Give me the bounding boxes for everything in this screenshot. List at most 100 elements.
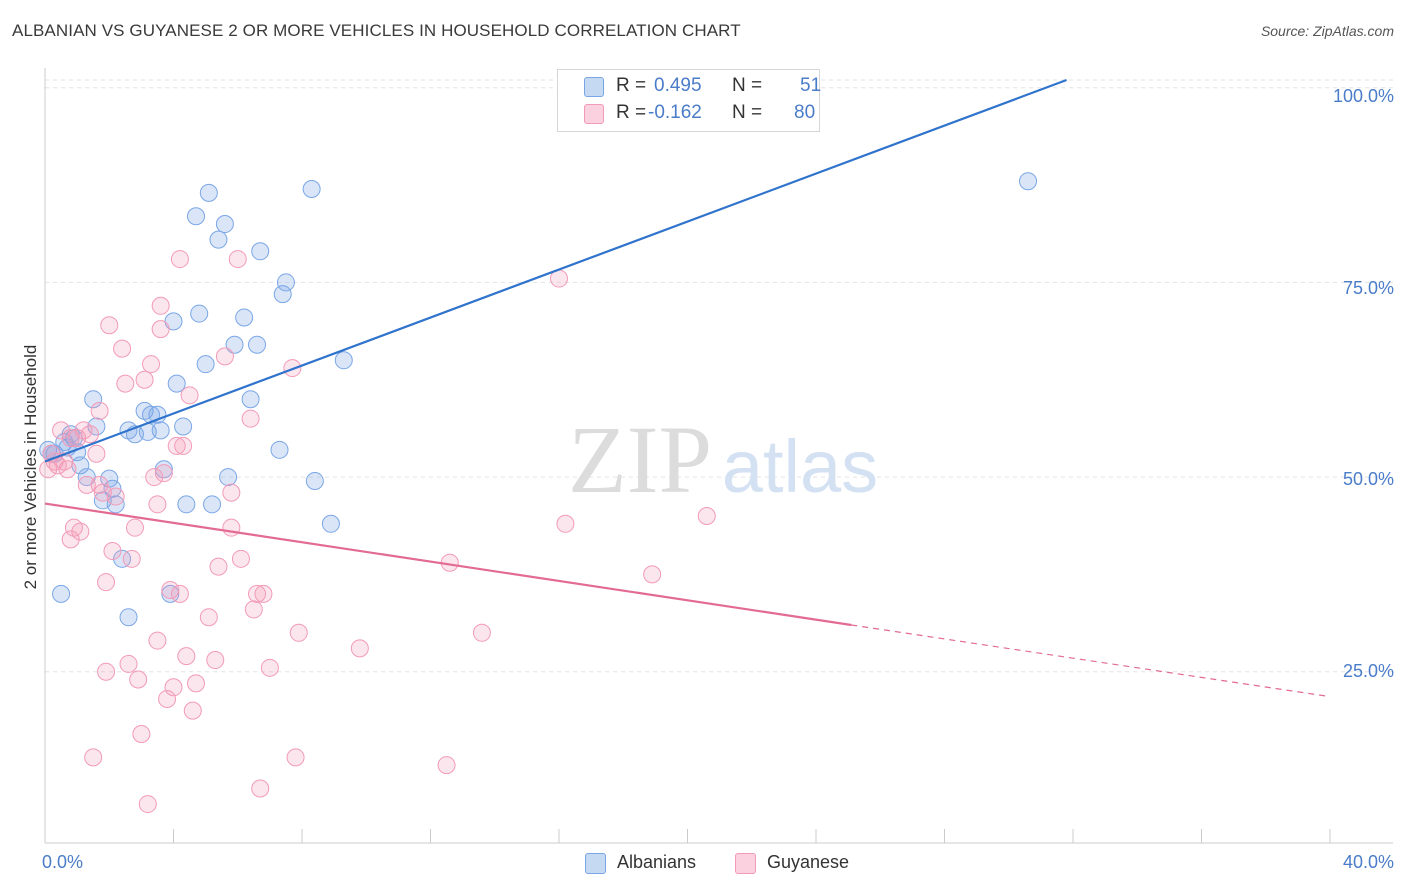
zipatlas-watermark: ZIP atlas bbox=[568, 406, 878, 513]
data-point-albanians bbox=[276, 273, 295, 292]
correlation-stats-box: R = 0.495 N = 51 R = -0.162 N = 80 bbox=[557, 69, 822, 132]
data-point-albanians bbox=[203, 495, 222, 514]
trend-line-guyanese-extrapolated bbox=[851, 624, 1331, 698]
data-point-albanians bbox=[119, 608, 138, 627]
data-point-guyanese bbox=[106, 487, 125, 506]
legend-swatch-guyanese bbox=[735, 853, 756, 874]
axes bbox=[44, 68, 1393, 844]
watermark-atlas: atlas bbox=[722, 425, 878, 508]
data-point-guyanese bbox=[222, 518, 241, 537]
chart-title: ALBANIAN VS GUYANESE 2 OR MORE VEHICLES … bbox=[12, 21, 741, 40]
data-point-guyanese bbox=[87, 444, 106, 463]
trend-line-guyanese bbox=[44, 502, 852, 627]
data-point-guyanese bbox=[248, 584, 267, 603]
chart-source: Source: ZipAtlas.com bbox=[1260, 23, 1394, 39]
data-point-guyanese bbox=[151, 296, 170, 315]
data-point-albanians bbox=[113, 549, 132, 568]
trend-line-albanians bbox=[44, 78, 1067, 463]
data-point-albanians bbox=[251, 242, 270, 261]
data-point-guyanese bbox=[164, 678, 183, 697]
data-point-guyanese bbox=[228, 250, 247, 269]
data-point-guyanese bbox=[142, 355, 161, 374]
n-value: 51 bbox=[800, 75, 822, 96]
data-point-guyanese bbox=[97, 573, 116, 592]
data-point-albanians bbox=[106, 495, 125, 514]
data-point-guyanese bbox=[80, 425, 99, 444]
data-point-guyanese bbox=[132, 725, 151, 743]
data-point-guyanese bbox=[151, 320, 170, 339]
y-axis-label: 2 or more Vehicles in Household bbox=[21, 344, 40, 590]
data-point-guyanese bbox=[643, 565, 662, 584]
n-value: 80 bbox=[794, 102, 816, 123]
data-point-guyanese bbox=[113, 339, 132, 358]
data-point-guyanese bbox=[215, 347, 234, 366]
data-point-guyanese bbox=[129, 670, 148, 689]
data-point-albanians bbox=[199, 183, 218, 202]
data-point-guyanese bbox=[170, 250, 189, 269]
data-points bbox=[39, 172, 1038, 814]
data-point-albanians bbox=[305, 471, 324, 490]
data-point-guyanese bbox=[177, 647, 196, 666]
data-point-guyanese bbox=[90, 401, 109, 420]
r-value: 0.495 bbox=[654, 75, 702, 96]
data-point-albanians bbox=[177, 495, 196, 514]
data-point-guyanese bbox=[77, 475, 96, 494]
legend-label-albanians: Albanians bbox=[617, 852, 697, 872]
trend-lines bbox=[44, 78, 1331, 698]
data-point-guyanese bbox=[437, 756, 456, 775]
n-label: N = bbox=[732, 102, 763, 123]
y-tick-label-25: 25.0% bbox=[1342, 661, 1394, 681]
data-point-albanians bbox=[334, 351, 353, 370]
watermark-zip: ZIP bbox=[568, 406, 712, 513]
data-point-guyanese bbox=[222, 483, 241, 502]
data-point-guyanese bbox=[244, 600, 263, 619]
data-point-albanians bbox=[1019, 172, 1038, 191]
data-point-albanians bbox=[142, 405, 161, 424]
data-point-guyanese bbox=[116, 374, 135, 393]
data-point-guyanese bbox=[58, 460, 77, 479]
chart-legend: Albanians Guyanese bbox=[0, 852, 1406, 876]
data-point-albanians bbox=[270, 440, 289, 459]
legend-swatch-albanians bbox=[585, 853, 606, 874]
stats-swatch-albanians bbox=[584, 77, 604, 97]
data-point-guyanese bbox=[71, 522, 90, 541]
data-point-guyanese bbox=[161, 580, 180, 599]
data-point-albanians bbox=[52, 584, 71, 603]
data-point-albanians bbox=[219, 468, 238, 487]
data-point-guyanese bbox=[289, 623, 308, 642]
data-point-guyanese bbox=[145, 468, 164, 487]
data-point-albanians bbox=[321, 514, 340, 533]
data-point-guyanese bbox=[241, 409, 260, 428]
data-point-guyanese bbox=[251, 779, 270, 798]
data-point-albanians bbox=[196, 355, 215, 374]
data-point-albanians bbox=[241, 390, 260, 409]
data-point-albanians bbox=[273, 285, 292, 304]
n-label: N = bbox=[732, 75, 763, 96]
data-point-guyanese bbox=[100, 316, 119, 335]
data-point-albanians bbox=[154, 460, 173, 479]
stats-swatch-guyanese bbox=[584, 104, 604, 124]
data-point-guyanese bbox=[52, 421, 71, 440]
data-point-guyanese bbox=[174, 436, 193, 455]
data-point-guyanese bbox=[697, 507, 716, 525]
data-point-guyanese bbox=[84, 748, 103, 767]
data-point-guyanese bbox=[199, 608, 218, 627]
data-point-guyanese bbox=[180, 386, 199, 405]
x-tick-label-max: 40.0% bbox=[1342, 852, 1394, 872]
data-point-guyanese bbox=[97, 662, 116, 681]
data-point-albanians bbox=[248, 335, 267, 354]
data-point-guyanese bbox=[556, 514, 575, 533]
data-point-guyanese bbox=[286, 748, 305, 767]
data-point-guyanese bbox=[472, 623, 491, 642]
data-point-guyanese bbox=[125, 518, 144, 537]
data-point-guyanese bbox=[138, 795, 157, 814]
data-point-albanians bbox=[151, 421, 170, 440]
data-point-guyanese bbox=[170, 584, 189, 603]
data-point-albanians bbox=[84, 390, 103, 409]
data-point-guyanese bbox=[209, 557, 228, 576]
data-point-guyanese bbox=[119, 654, 138, 673]
r-value: -0.162 bbox=[648, 102, 702, 123]
data-point-guyanese bbox=[183, 701, 202, 720]
r-label: R = bbox=[616, 75, 647, 96]
data-point-albanians bbox=[174, 417, 193, 436]
